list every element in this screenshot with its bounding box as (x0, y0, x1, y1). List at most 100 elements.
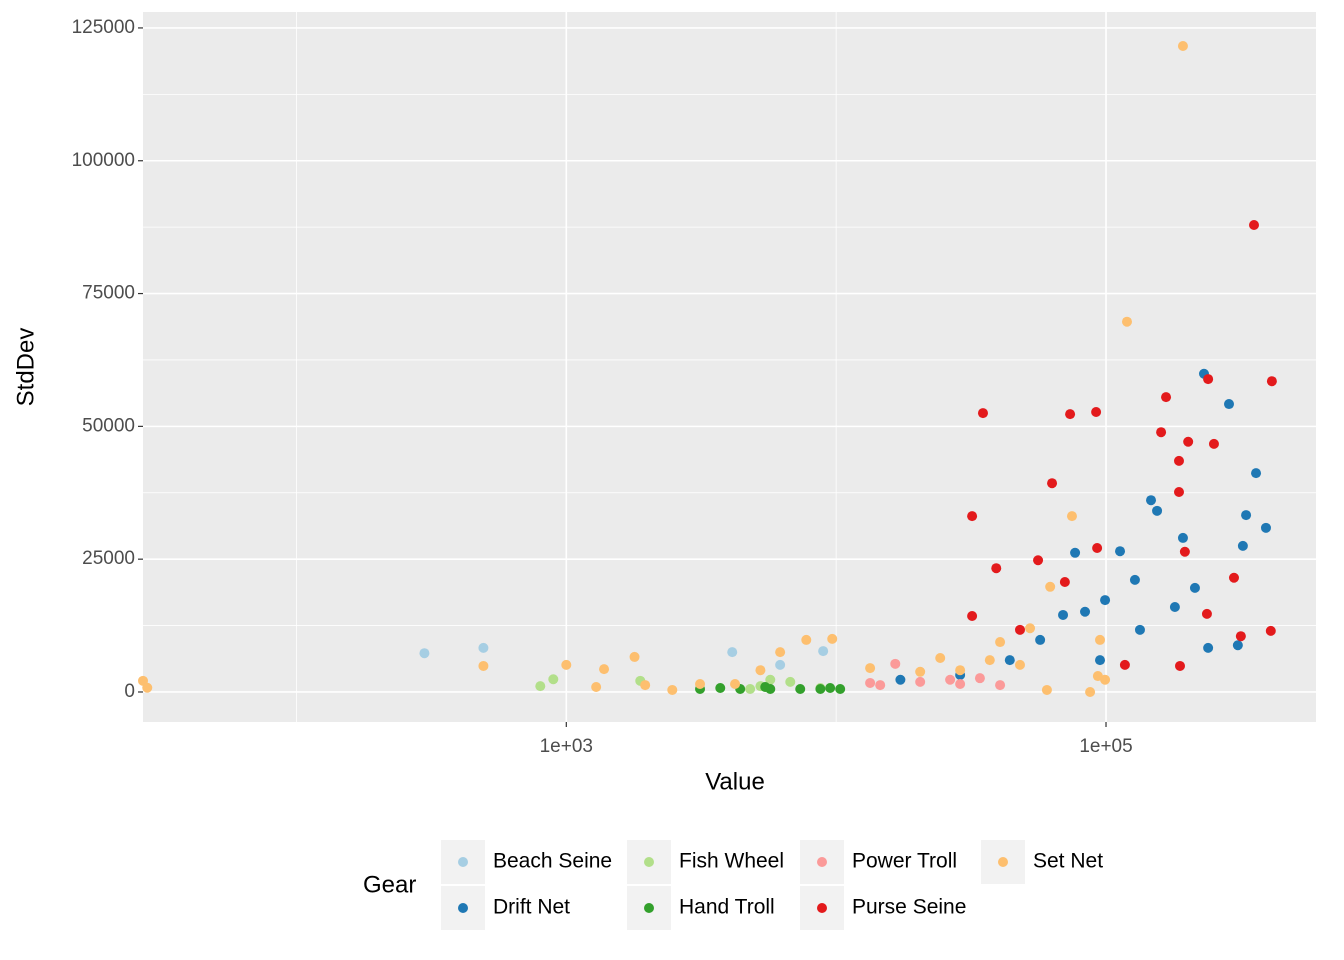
point (1035, 634, 1046, 645)
point (667, 684, 678, 695)
point (865, 663, 876, 674)
point (995, 680, 1006, 691)
point (1156, 427, 1167, 438)
point (1092, 543, 1103, 554)
point (1174, 660, 1185, 671)
point (895, 674, 906, 685)
point (1173, 455, 1184, 466)
point (835, 684, 846, 695)
y-tick-label: 50000 (82, 415, 135, 436)
point (1115, 546, 1126, 557)
point (760, 681, 771, 692)
point (785, 676, 796, 687)
point (915, 666, 926, 677)
point (727, 647, 738, 658)
point (1121, 316, 1132, 327)
point (818, 646, 829, 657)
legend-symbol (644, 857, 654, 867)
point (1095, 634, 1106, 645)
point (1119, 659, 1130, 670)
legend-symbol (458, 857, 468, 867)
x-tick-label: 1e+03 (540, 736, 593, 757)
point (1058, 609, 1069, 620)
point (745, 684, 756, 695)
point (1201, 608, 1212, 619)
point (629, 651, 640, 662)
point (1041, 684, 1052, 695)
point (1033, 555, 1044, 566)
point (591, 681, 602, 692)
legend-title: Gear (363, 871, 416, 898)
point (865, 677, 876, 688)
point (890, 658, 901, 669)
point (1266, 376, 1277, 387)
point (1173, 486, 1184, 497)
point (1004, 655, 1015, 666)
point (974, 673, 985, 684)
point (1161, 392, 1172, 403)
point (755, 665, 766, 676)
legend-label: Set Net (1033, 850, 1103, 873)
point (1045, 581, 1056, 592)
point (815, 684, 826, 695)
point (1203, 642, 1214, 653)
point (1091, 407, 1102, 418)
x-axis-label: Value (705, 768, 765, 795)
point (1100, 674, 1111, 685)
point (1014, 624, 1025, 635)
point (765, 674, 776, 685)
point (1047, 478, 1058, 489)
legend-label: Fish Wheel (679, 850, 784, 873)
point (1189, 582, 1200, 593)
point (1177, 40, 1188, 51)
point (478, 642, 489, 653)
point (142, 682, 153, 693)
point (955, 679, 966, 690)
x-tick-label: 1e+05 (1079, 736, 1132, 757)
point (945, 674, 956, 685)
y-tick-label: 75000 (82, 283, 135, 304)
legend-label: Drift Net (493, 896, 570, 919)
point (1183, 436, 1194, 447)
point (1065, 409, 1076, 420)
point (967, 511, 978, 522)
point (915, 676, 926, 687)
point (1228, 572, 1239, 583)
legend-symbol (817, 857, 827, 867)
point (1080, 606, 1091, 617)
y-axis-label: StdDev (12, 328, 39, 407)
point (955, 665, 966, 676)
point (875, 680, 886, 691)
point (1014, 659, 1025, 670)
y-tick-label: 25000 (82, 548, 135, 569)
point (1066, 511, 1077, 522)
point (1169, 601, 1180, 612)
point (935, 652, 946, 663)
point (478, 660, 489, 671)
point (795, 684, 806, 695)
point (1085, 686, 1096, 697)
point (775, 647, 786, 658)
point (1237, 540, 1248, 551)
point (1224, 399, 1235, 410)
legend-symbol (644, 903, 654, 913)
point (1129, 574, 1140, 585)
point (1208, 438, 1219, 449)
legend-symbol (998, 857, 1008, 867)
point (1251, 468, 1262, 479)
point (548, 674, 559, 685)
point (695, 679, 706, 690)
point (1241, 510, 1252, 521)
point (801, 634, 812, 645)
point (977, 408, 988, 419)
y-tick-label: 100000 (72, 150, 135, 171)
point (1248, 220, 1259, 231)
point (1260, 522, 1271, 533)
point (1177, 532, 1188, 543)
point (995, 637, 1006, 648)
point (1232, 640, 1243, 651)
point (775, 659, 786, 670)
point (1235, 631, 1246, 642)
point (984, 655, 995, 666)
